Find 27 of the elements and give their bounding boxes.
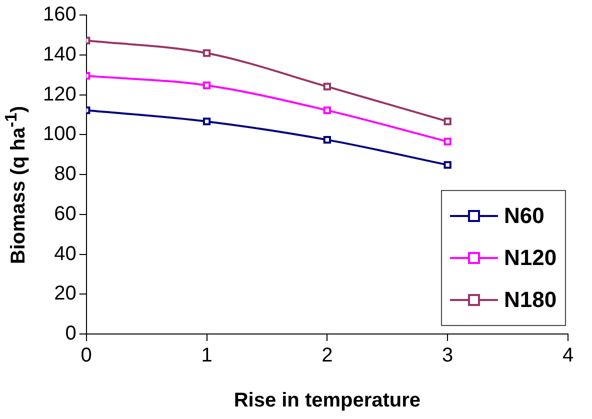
point xyxy=(323,82,332,90)
point xyxy=(202,82,211,90)
x-tick-label: 0 xyxy=(80,344,92,367)
point xyxy=(202,118,211,126)
point xyxy=(323,136,332,144)
x-tick-label: 1 xyxy=(201,344,212,367)
y-tick-label: 60 xyxy=(54,202,76,225)
x-tick-label: 4 xyxy=(562,344,574,367)
legend-label: N60 xyxy=(504,203,544,229)
y-tick-label: 120 xyxy=(42,83,76,106)
x-axis-title: Rise in temperature xyxy=(234,390,421,412)
point xyxy=(444,118,452,126)
point xyxy=(444,138,452,146)
point xyxy=(444,161,452,169)
y-tick-label: 140 xyxy=(42,43,76,66)
y-tick-label: 160 xyxy=(42,4,76,26)
y-tick-label: 40 xyxy=(54,242,76,265)
x-tick-label: 3 xyxy=(442,344,454,367)
legend-label: N120 xyxy=(504,245,557,271)
legend-label: N180 xyxy=(504,287,557,313)
y-tick-label: 100 xyxy=(42,123,76,146)
x-tick-label: 2 xyxy=(322,344,333,367)
y-tick-label: 80 xyxy=(54,163,76,186)
y-tick-label: 0 xyxy=(65,322,76,345)
y-tick-label: 20 xyxy=(54,282,76,305)
point xyxy=(202,49,211,57)
point xyxy=(323,106,332,114)
